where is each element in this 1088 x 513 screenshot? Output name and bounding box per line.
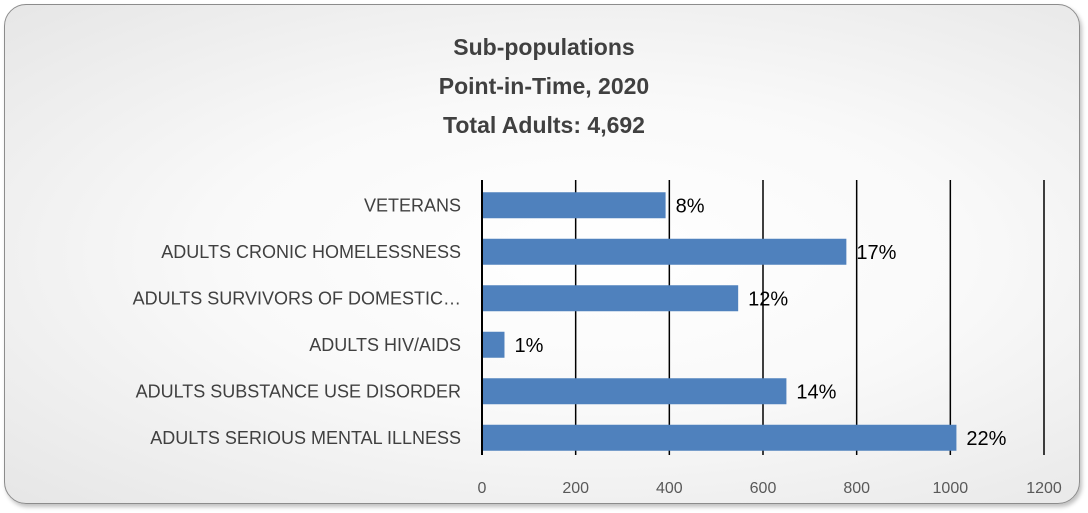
x-tick-label: 1200 — [1026, 480, 1062, 497]
data-label: 14% — [796, 381, 836, 403]
data-label: 1% — [514, 335, 543, 357]
chart-title-line-1: Sub-populations — [453, 34, 635, 60]
data-label: 22% — [966, 428, 1006, 450]
x-tick-label: 800 — [843, 480, 870, 497]
category-label: VETERANS — [364, 195, 461, 215]
category-label: ADULTS SUBSTANCE USE DISORDER — [136, 381, 461, 401]
bar — [482, 238, 847, 265]
category-label: ADULTS SURVIVORS OF DOMESTIC… — [133, 288, 461, 308]
x-tick-label: 0 — [478, 480, 487, 497]
data-label: 12% — [748, 288, 788, 310]
bar — [482, 331, 505, 358]
data-label: 17% — [856, 242, 896, 264]
category-label: ADULTS HIV/AIDS — [309, 335, 461, 355]
category-label: ADULTS CRONIC HOMELESSNESS — [161, 242, 461, 262]
bar — [482, 192, 666, 219]
x-tick-label: 1000 — [933, 480, 969, 497]
x-tick-label: 400 — [656, 480, 683, 497]
data-label: 8% — [676, 195, 705, 217]
category-label: ADULTS SERIOUS MENTAL ILLNESS — [150, 428, 461, 448]
chart-title-line-2: Point-in-Time, 2020 — [438, 73, 650, 99]
x-tick-label: 600 — [750, 480, 777, 497]
bar — [482, 378, 787, 405]
bar — [482, 424, 957, 451]
x-tick-label: 200 — [562, 480, 589, 497]
bar — [482, 285, 739, 312]
chart-title-line-3: Total Adults: 4,692 — [443, 112, 645, 138]
